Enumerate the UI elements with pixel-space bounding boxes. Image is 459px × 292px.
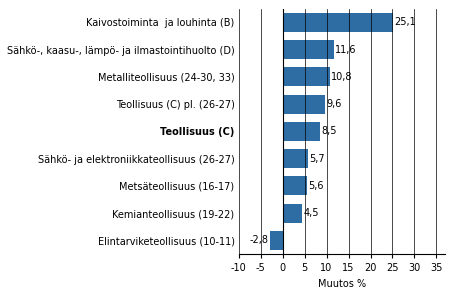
Bar [283, 40, 334, 59]
Text: -2,8: -2,8 [250, 235, 269, 245]
Text: 5,7: 5,7 [309, 154, 325, 164]
Bar [270, 231, 283, 250]
Text: 11,6: 11,6 [335, 45, 357, 55]
Text: 5,6: 5,6 [308, 181, 324, 191]
Bar [283, 176, 307, 195]
X-axis label: Muutos %: Muutos % [318, 279, 366, 288]
Text: 4,5: 4,5 [304, 208, 319, 218]
Bar [283, 13, 393, 32]
Bar [283, 67, 330, 86]
Text: 10,8: 10,8 [331, 72, 353, 82]
Bar [283, 149, 308, 168]
Text: 8,5: 8,5 [321, 126, 337, 136]
Text: 25,1: 25,1 [394, 18, 416, 27]
Bar [283, 122, 320, 141]
Text: 9,6: 9,6 [326, 99, 341, 109]
Bar [283, 95, 325, 114]
Bar [283, 204, 302, 223]
